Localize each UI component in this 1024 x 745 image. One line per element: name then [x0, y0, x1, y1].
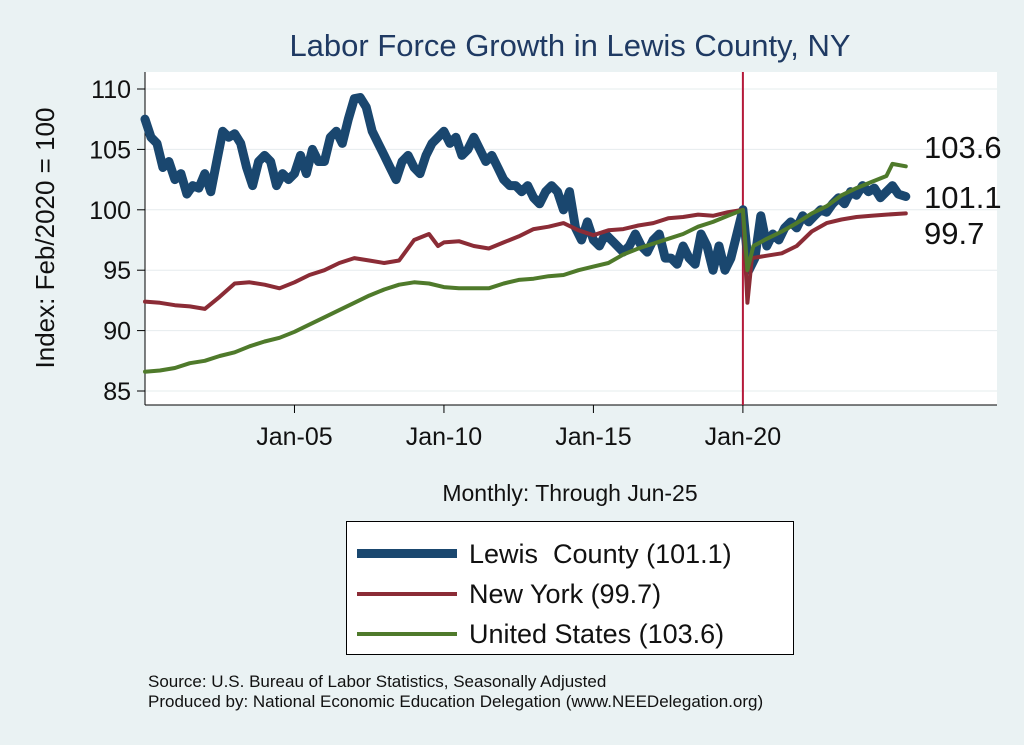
y-axis-label: Index: Feb/2020 = 100 — [30, 108, 60, 369]
legend: Lewis County (101.1) New York (99.7) Uni… — [346, 521, 794, 655]
legend-swatch-lewis — [357, 549, 457, 558]
produced-by-note: Produced by: National Economic Education… — [148, 692, 764, 711]
x-axis-label: Monthly: Through Jun-25 — [442, 480, 697, 506]
y-tick-label: 105 — [89, 136, 131, 164]
x-tick-label: Jan-15 — [555, 423, 631, 451]
y-tick-label: 85 — [103, 378, 131, 406]
y-tick-label: 90 — [103, 318, 131, 346]
y-tick-label: 95 — [103, 257, 131, 285]
plot-area — [145, 72, 997, 405]
end-label-lewis-county: 101.1 — [924, 180, 1002, 215]
chart-title: Labor Force Growth in Lewis County, NY — [289, 28, 850, 63]
x-tick-label: Jan-20 — [705, 423, 781, 451]
legend-item-united-states: United States (103.6) — [347, 614, 793, 654]
end-label-new-york: 99.7 — [924, 216, 984, 251]
end-label-united-states: 103.6 — [924, 130, 1002, 165]
y-tick-label: 110 — [91, 76, 131, 104]
legend-item-new-york: New York (99.7) — [347, 574, 793, 614]
series-line-lewis-county — [140, 93, 911, 275]
x-tick-label: Jan-10 — [406, 423, 482, 451]
legend-label-united-states: United States (103.6) — [469, 619, 725, 649]
legend-swatch-new-york — [357, 592, 457, 596]
series-line-united-states — [143, 161, 908, 374]
series-line-new-york — [143, 207, 908, 311]
source-note: Source: U.S. Bureau of Labor Statistics,… — [148, 672, 607, 691]
legend-item-lewis: Lewis County (101.1) — [347, 534, 793, 574]
y-tick-label: 100 — [89, 197, 131, 225]
legend-label-new-york: New York (99.7) — [469, 579, 662, 609]
legend-label-lewis: Lewis County (101.1) — [469, 539, 732, 569]
legend-swatch-united-states — [357, 632, 457, 636]
x-tick-label: Jan-05 — [256, 423, 332, 451]
